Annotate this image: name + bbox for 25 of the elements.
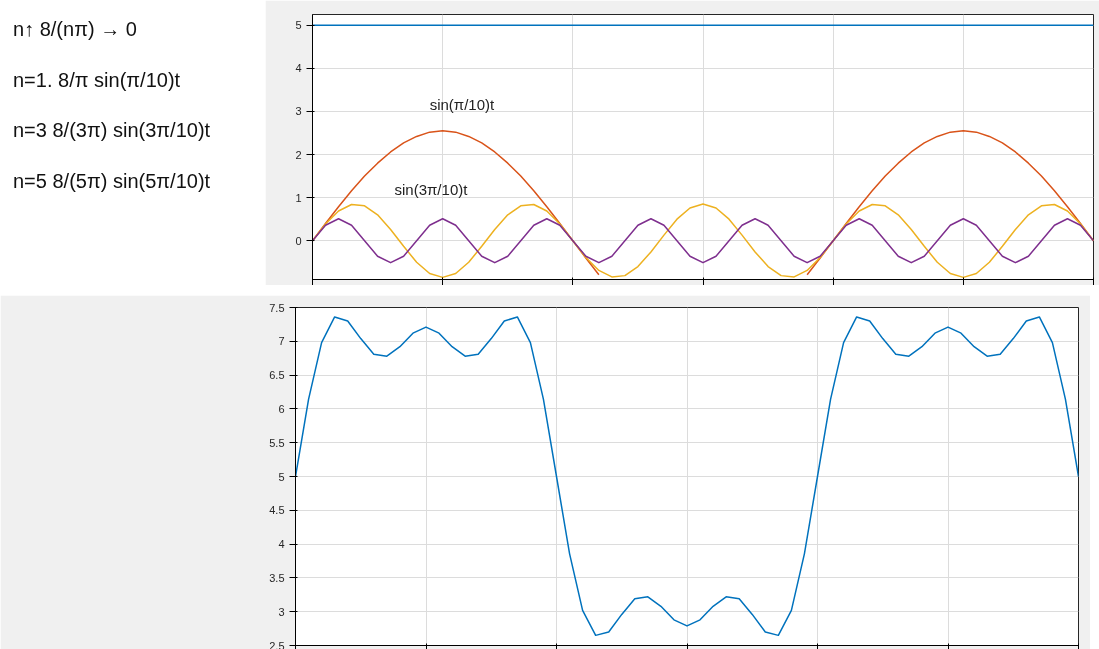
y-tick-label: 6.5 (269, 369, 285, 382)
y-tick-label: 5.5 (269, 436, 285, 449)
y-tick-label: 2.5 (269, 639, 285, 649)
text: n=1. 8/π sin(π/10)t (13, 67, 182, 93)
text: n=3 8/(3π) sin(3π/10)t (13, 118, 211, 144)
annotation: sin(π/10)t (429, 96, 496, 114)
line-series (295, 316, 1079, 637)
y-tick-label: 1 (295, 191, 302, 204)
y-tick-label: 5 (295, 19, 302, 32)
y-tick-label: 4 (278, 538, 285, 551)
y-tick-label: 2 (295, 148, 302, 161)
text: n=5 8/(5π) sin(5π/10)t (13, 168, 211, 194)
y-tick-label: 7.5 (269, 301, 285, 314)
y-tick-label: 4 (295, 62, 302, 75)
annotation: sin(3π/10)t (394, 180, 469, 198)
text: n↑ 8/(nπ) → 0 (13, 17, 138, 42)
y-tick-label: 4.5 (269, 504, 285, 517)
y-tick-label: 3.5 (269, 571, 285, 584)
y-tick-label: 3 (295, 105, 302, 118)
line-series (312, 217, 1094, 264)
y-tick-label: 3 (278, 605, 285, 618)
y-tick-label: 6 (278, 402, 285, 415)
y-tick-label: 0 (295, 234, 302, 247)
y-tick-label: 5 (278, 470, 285, 483)
y-tick-label: 7 (278, 335, 285, 348)
